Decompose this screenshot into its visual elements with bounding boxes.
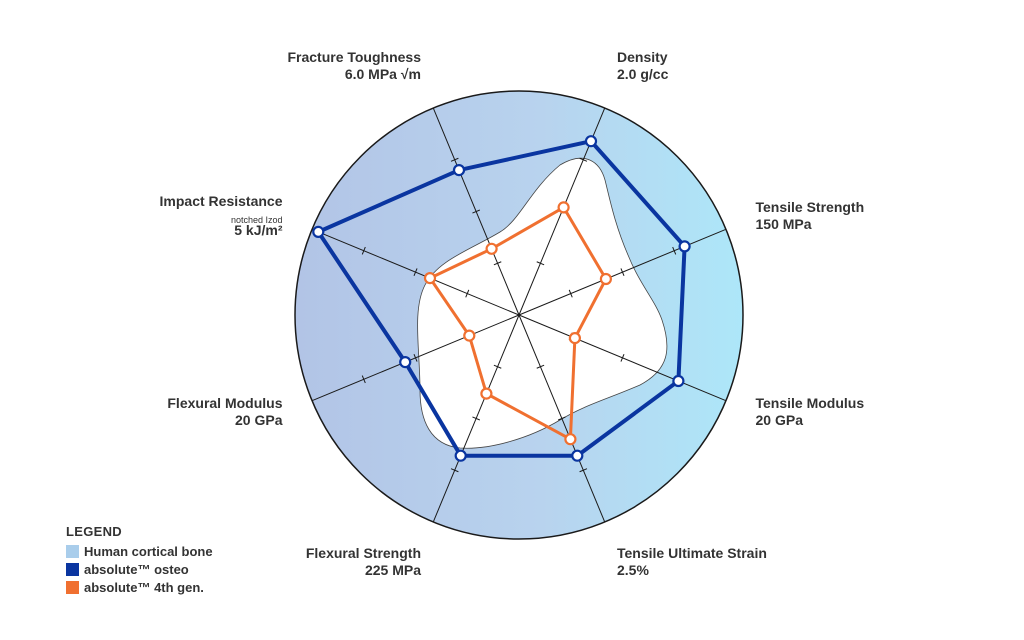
axis-label-flexural-strength-name: Flexural Strength bbox=[306, 545, 421, 561]
axis-tick-tensile-modulus-2 bbox=[620, 353, 625, 362]
point-absolute-osteo-density bbox=[584, 135, 598, 148]
axis-label-tensile-strength-name: Tensile Strength bbox=[756, 199, 865, 215]
axis-tick-tensile-ultimate-strain-2 bbox=[557, 416, 566, 421]
legend-swatch-osteo bbox=[66, 562, 79, 576]
legend-title: LEGEND bbox=[66, 524, 122, 539]
axis-tick-tensile-ultimate-strain-3 bbox=[579, 468, 588, 473]
axis-label-fracture-toughness-unit: 6.0 MPa √m bbox=[345, 66, 421, 82]
axis-tick-flexural-modulus-2 bbox=[413, 353, 418, 362]
legend-item-osteo: absolute™ osteo bbox=[66, 560, 213, 578]
axis-label-flexural-strength-unit: 225 MPa bbox=[365, 562, 421, 578]
axis-label-tensile-modulus-unit: 20 GPa bbox=[756, 412, 804, 428]
point-absolute-4th-gen-density bbox=[557, 201, 570, 214]
axis-tick-impact-resistance-2 bbox=[413, 268, 418, 277]
axis-tick-flexural-strength-2 bbox=[472, 416, 481, 421]
axis-tick-flexural-strength-1 bbox=[493, 364, 502, 369]
axis-tick-tensile-strength-1 bbox=[568, 289, 573, 298]
legend-swatch-4th-gen bbox=[66, 580, 79, 594]
point-absolute-osteo-fracture-toughness bbox=[452, 164, 466, 177]
axis-tick-fracture-toughness-2 bbox=[472, 209, 481, 214]
axis-tick-tensile-strength-3 bbox=[672, 246, 677, 255]
axis-tick-flexural-strength-3 bbox=[450, 468, 459, 473]
point-absolute-osteo-flexural-strength bbox=[454, 449, 467, 462]
point-absolute-osteo-flexural-modulus bbox=[399, 356, 412, 369]
axis-label-flexural-modulus-unit: 20 GPa bbox=[235, 412, 283, 428]
point-absolute-osteo-tensile-ultimate-strain bbox=[571, 449, 584, 462]
axis-tick-tensile-ultimate-strain-1 bbox=[536, 364, 545, 369]
axis-tick-density-3 bbox=[579, 157, 588, 162]
axis-label-tensile-ultimate-strain-name: Tensile Ultimate Strain bbox=[617, 545, 767, 561]
point-absolute-4th-gen-tensile-strength bbox=[599, 272, 613, 286]
axis-label-tensile-ultimate-strain-unit: 2.5% bbox=[617, 562, 649, 578]
point-absolute-4th-gen-tensile-ultimate-strain bbox=[564, 433, 577, 446]
axis-tick-tensile-strength-2 bbox=[620, 268, 625, 277]
axis-tick-fracture-toughness-3 bbox=[450, 157, 459, 162]
legend: LEGEND Human cortical bone absolute™ ost… bbox=[66, 524, 213, 596]
axis-tick-impact-resistance-1 bbox=[465, 289, 470, 298]
point-absolute-osteo-tensile-modulus bbox=[672, 374, 685, 388]
axis-label-tensile-modulus-name: Tensile Modulus bbox=[756, 395, 865, 411]
axis-tick-impact-resistance-3 bbox=[361, 246, 366, 255]
legend-label-bone: Human cortical bone bbox=[84, 543, 213, 559]
point-absolute-osteo-impact-resistance bbox=[312, 225, 325, 238]
axis-label-impact-resistance-name: Impact Resistance bbox=[160, 193, 283, 209]
axis-label-impact-resistance-unit: 5 kJ/m² bbox=[234, 222, 283, 238]
point-absolute-osteo-tensile-strength bbox=[678, 240, 691, 253]
axis-tick-flexural-modulus-3 bbox=[361, 375, 366, 384]
axis-tick-density-1 bbox=[536, 261, 545, 266]
point-absolute-4th-gen-flexural-strength bbox=[480, 387, 493, 400]
axis-label-tensile-strength-unit: 150 MPa bbox=[756, 216, 812, 232]
point-absolute-4th-gen-tensile-modulus bbox=[568, 332, 582, 345]
point-absolute-4th-gen-fracture-toughness bbox=[485, 242, 498, 255]
point-absolute-4th-gen-flexural-modulus bbox=[463, 329, 476, 342]
legend-item-4th-gen: absolute™ 4th gen. bbox=[66, 578, 213, 596]
point-absolute-4th-gen-impact-resistance bbox=[423, 272, 437, 285]
axis-label-density-name: Density bbox=[617, 49, 668, 65]
axis-label-impact-resistance-sub: notched Izod bbox=[231, 215, 283, 225]
axis-label-fracture-toughness-name: Fracture Toughness bbox=[287, 49, 421, 65]
legend-item-human-cortical-bone: Human cortical bone bbox=[66, 542, 213, 560]
legend-label-osteo: absolute™ osteo bbox=[84, 561, 189, 577]
legend-label-4th-gen: absolute™ 4th gen. bbox=[84, 579, 204, 595]
axis-tick-fracture-toughness-1 bbox=[493, 261, 502, 266]
legend-swatch-bone bbox=[66, 544, 79, 558]
axis-label-flexural-modulus-name: Flexural Modulus bbox=[167, 395, 282, 411]
axis-label-density-unit: 2.0 g/cc bbox=[617, 66, 669, 82]
